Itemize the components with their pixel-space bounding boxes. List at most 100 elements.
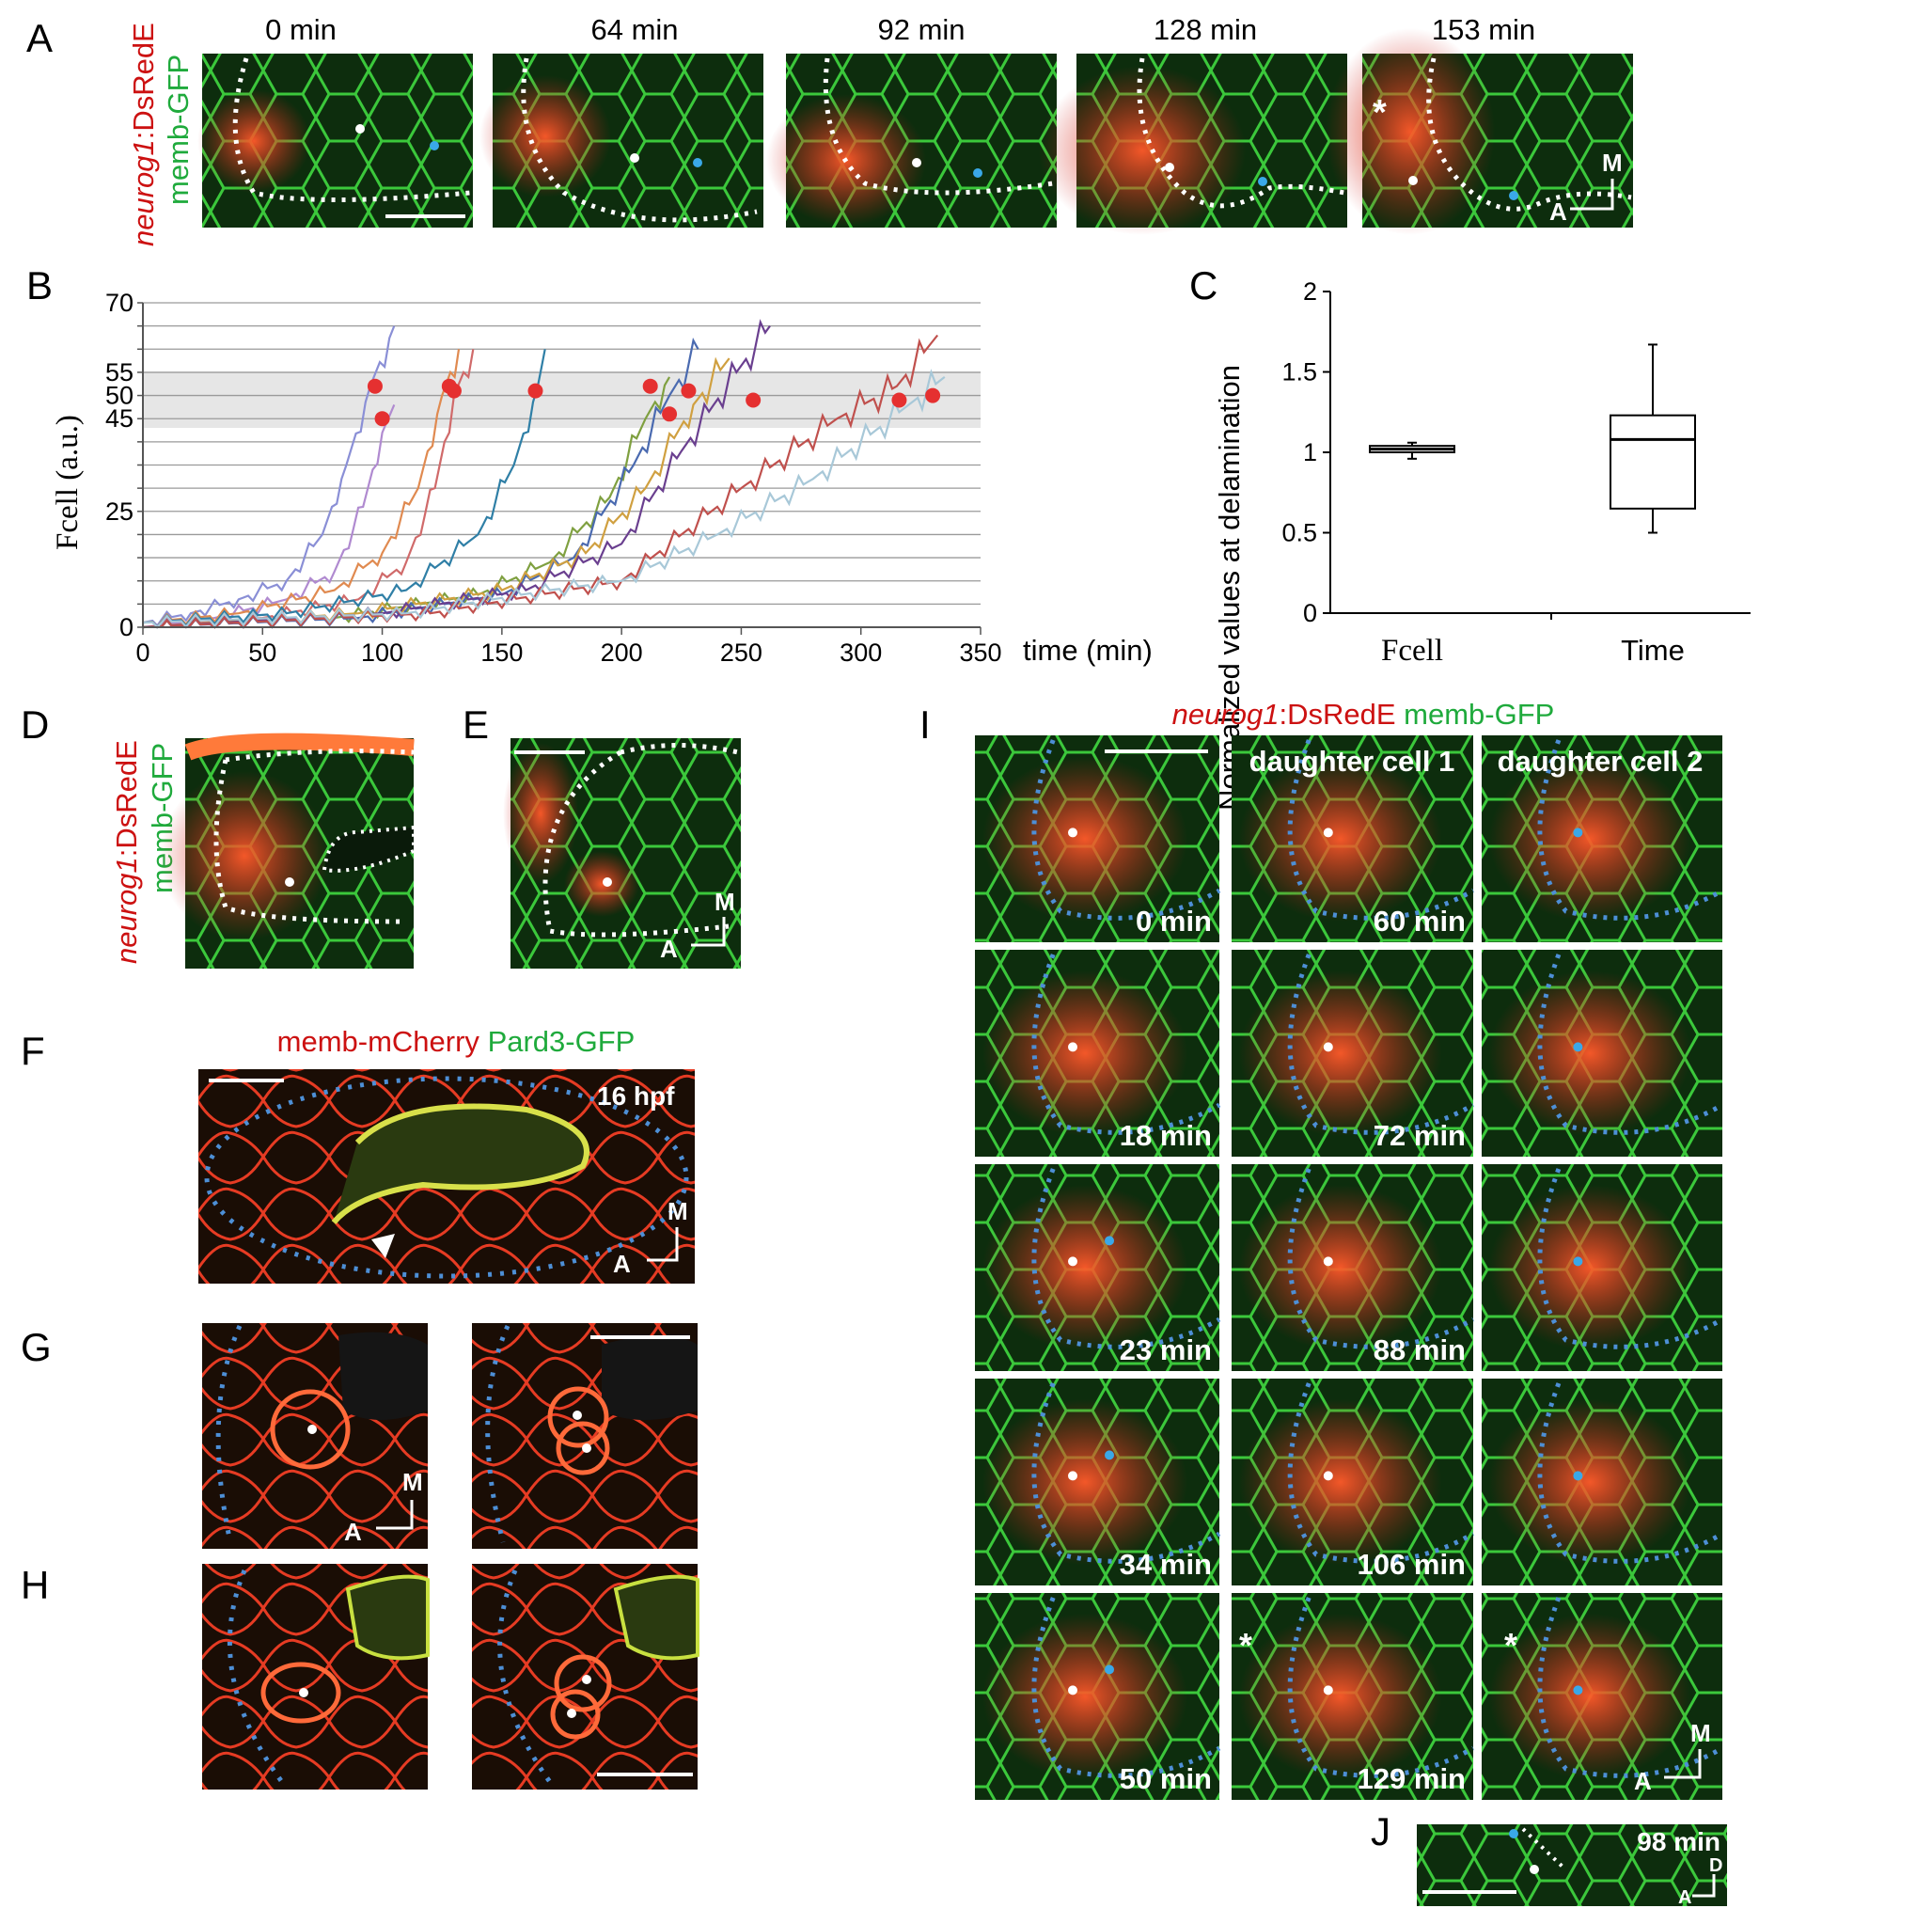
panel-i-red-signal <box>1488 1399 1691 1565</box>
panel-i-time-label: 106 min <box>1358 1548 1466 1581</box>
panel-b-y-tick-label: 0 <box>119 613 134 641</box>
panel-i-cell-dot <box>1323 1471 1333 1481</box>
panel-i-cell-dot <box>1068 828 1077 838</box>
panel-g-axis-m: M <box>402 1468 423 1496</box>
panel-i-outline <box>1031 739 1221 921</box>
panel-i-red-signal <box>1238 756 1442 922</box>
panel-a-frame-2 <box>479 54 763 228</box>
panel-c-y-tick-label: 0 <box>1303 599 1317 627</box>
panel-b-shaded-band <box>143 371 981 429</box>
panel-g: M A <box>202 1323 698 1549</box>
panel-i-asterisk-1: * <box>1239 1626 1252 1664</box>
panel-i-time-label: 50 min <box>1120 1762 1212 1795</box>
panel-i-red-signal <box>982 1614 1188 1779</box>
panel-j-axis-d: D <box>1709 1855 1722 1876</box>
panel-i-outline <box>1031 1597 1221 1778</box>
panel-d-channel-label: neurog1:DsRedE <box>110 740 143 964</box>
panel-c-y-tick-label: 2 <box>1303 277 1317 306</box>
panel-b-series-line <box>142 349 461 629</box>
panel-i-cell-dot <box>1573 1685 1583 1695</box>
panel-c-tick-labels: 0 0.5 1 1.5 2 Fcell Time <box>1281 277 1684 668</box>
panel-i-red-signal <box>1488 1185 1691 1350</box>
panel-f: memb-mCherry Pard3-GFP 16 hpf M A <box>198 1025 695 1284</box>
panel-b-x-tick-label: 100 <box>361 639 403 667</box>
panel-b-y-tick-label: 50 <box>105 382 134 410</box>
panel-b-delamination-point <box>662 406 678 422</box>
panel-a-axis-m: M <box>1602 149 1623 177</box>
panel-i-cell-dot <box>1323 828 1333 838</box>
panel-i-outline <box>1287 1168 1475 1349</box>
panel-i-axis-m: M <box>1690 1719 1711 1747</box>
panel-j: 98 min D A <box>1417 1824 1727 1908</box>
panel-i-red-signal <box>1238 1614 1442 1779</box>
panel-a-frame-4 <box>1039 54 1347 235</box>
panel-i-red-signal <box>1238 1399 1442 1565</box>
panel-letter-b: B <box>26 263 53 308</box>
panel-b-delamination-point <box>642 378 658 394</box>
panel-a-frame-3 <box>766 54 1057 228</box>
panel-i-red-signal <box>982 970 1188 1136</box>
panel-i-time-label: 0 min <box>1136 905 1212 938</box>
panel-c-category-label: Fcell <box>1381 634 1443 668</box>
panel-b-x-tick-label: 150 <box>480 639 523 667</box>
panel-c-y-tick-label: 1.5 <box>1281 358 1317 386</box>
panel-f-stage: 16 hpf <box>597 1081 675 1111</box>
panel-j-axis-a: A <box>1678 1887 1691 1908</box>
panel-f-axis-m: M <box>668 1197 688 1225</box>
panel-b-series-line <box>142 325 396 628</box>
panel-b-series-line <box>142 369 946 629</box>
panel-f-title: memb-mCherry Pard3-GFP <box>277 1025 636 1058</box>
panel-i-cell-dot <box>1323 1042 1333 1052</box>
panel-c-y-tick-label: 0.5 <box>1281 519 1317 547</box>
panel-g-axis-a: A <box>344 1518 362 1546</box>
panel-e-axis-a: A <box>660 935 678 963</box>
panel-i-red-signal <box>982 756 1188 922</box>
panel-b-y-tick-label: 55 <box>105 358 134 386</box>
panel-i-cell-dot <box>1573 828 1583 838</box>
panel-b-delamination-point <box>367 378 383 394</box>
panel-i-outline <box>1537 1382 1724 1564</box>
panel-i-cell-dot <box>1323 1685 1333 1695</box>
panel-letter-f: F <box>21 1029 45 1073</box>
panel-i-outline <box>1031 1382 1221 1564</box>
panel-b-x-tick-label: 350 <box>959 639 1001 667</box>
panel-b-traces <box>142 319 946 629</box>
panel-i-outline <box>1287 954 1475 1135</box>
panel-i-red-signal <box>982 1185 1188 1350</box>
panel-b-delamination-point <box>746 392 762 408</box>
panel-b-y-tick-label: 45 <box>105 404 134 433</box>
panel-i-time-label: 88 min <box>1374 1333 1466 1366</box>
panel-a-time-3: 92 min <box>877 13 965 46</box>
panel-a-asterisk: * <box>1373 93 1387 133</box>
panel-i-red-signal <box>1488 756 1691 922</box>
panel-b-delamination-points <box>367 378 941 427</box>
panel-i-red-signal <box>1488 1614 1691 1779</box>
panel-b-x-tick-label: 200 <box>601 639 643 667</box>
panel-i-time-label: 60 min <box>1374 905 1466 938</box>
panel-c-box <box>1610 414 1696 510</box>
panel-i-red-signal <box>1488 970 1691 1136</box>
panel-i-red-signal <box>982 1399 1188 1565</box>
panel-i-outline <box>1537 1597 1724 1778</box>
panel-i-cell-dot <box>1068 1471 1077 1481</box>
panel-i-cell-dot <box>1105 1236 1114 1246</box>
panel-b-series-line <box>142 403 396 629</box>
panel-b-delamination-point <box>374 411 390 427</box>
panel-i-cell-dot <box>1068 1256 1077 1267</box>
panel-a-frame-5: * M A <box>1326 28 1633 235</box>
panel-a-time-1: 0 min <box>265 13 337 46</box>
panel-b-x-tick-label: 250 <box>720 639 762 667</box>
panel-c-y-tick-label: 1 <box>1303 438 1317 466</box>
panel-i-cell-dot <box>1068 1042 1077 1052</box>
panel-a-time-4: 128 min <box>1154 13 1257 46</box>
panel-i-red-signal <box>1238 970 1442 1136</box>
panel-b-delamination-point <box>681 383 697 399</box>
panel-b-gridlines <box>143 302 981 606</box>
panel-i-time-label: 34 min <box>1120 1548 1212 1581</box>
panel-i-outline <box>1287 1382 1475 1564</box>
panel-a: neurog1:DsRedE memb-GFP 0 min 64 min 92 … <box>127 13 1633 246</box>
panel-i-cell-dot <box>1573 1042 1583 1052</box>
panel-letter-d: D <box>21 702 49 747</box>
panel-e-axis-m: M <box>715 888 735 916</box>
